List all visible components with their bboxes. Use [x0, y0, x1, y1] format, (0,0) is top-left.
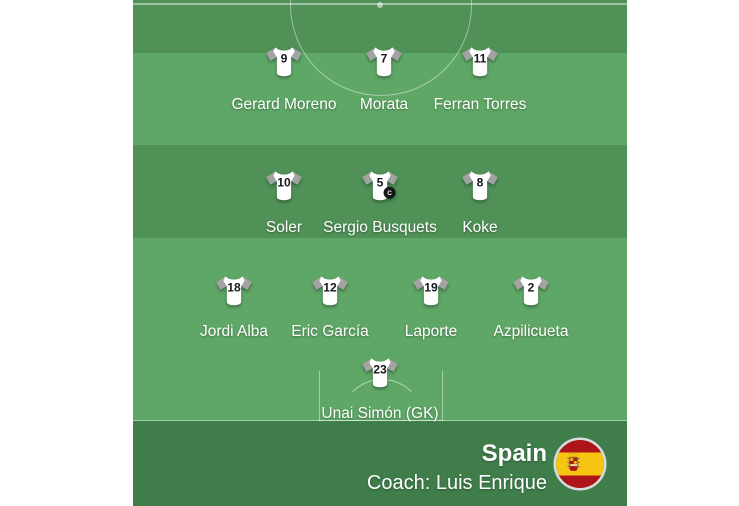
- svg-text:C: C: [387, 190, 392, 197]
- svg-text:19: 19: [424, 280, 438, 294]
- svg-text:18: 18: [227, 280, 241, 294]
- svg-text:7: 7: [381, 51, 388, 65]
- svg-text:12: 12: [323, 280, 337, 294]
- svg-text:8: 8: [477, 175, 484, 189]
- svg-text:11: 11: [474, 51, 487, 65]
- svg-text:23: 23: [373, 362, 387, 376]
- svg-text:2: 2: [528, 280, 535, 294]
- svg-text:9: 9: [281, 51, 288, 65]
- svg-text:10: 10: [277, 175, 291, 189]
- svg-text:5: 5: [377, 175, 384, 189]
